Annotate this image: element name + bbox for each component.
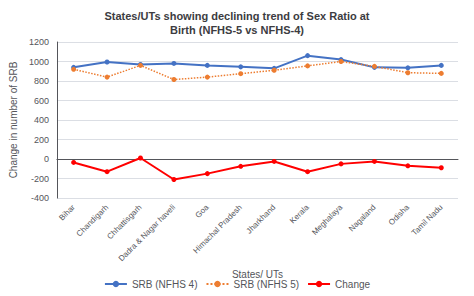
svg-text:Chandigarh: Chandigarh — [75, 203, 111, 239]
svg-text:1200: 1200 — [29, 37, 49, 47]
svg-text:Chhattisgarh: Chhattisgarh — [105, 202, 144, 242]
svg-text:States/ UTs: States/ UTs — [231, 269, 283, 281]
svg-text:States/UTs showing declining t: States/UTs showing declining trend of Se… — [104, 10, 369, 22]
svg-text:SRB (NFHS 4): SRB (NFHS 4) — [132, 279, 198, 290]
svg-text:Birth (NFHS-5 vs NFHS-4): Birth (NFHS-5 vs NFHS-4) — [170, 24, 304, 36]
svg-text:-400: -400 — [31, 193, 49, 203]
svg-text:1000: 1000 — [29, 57, 49, 67]
svg-text:Change in number of SRB: Change in number of SRB — [8, 61, 19, 178]
svg-text:Change: Change — [335, 279, 370, 290]
svg-text:SRB (NFHS 5): SRB (NFHS 5) — [233, 279, 299, 290]
svg-text:Dadra & Nagar haveli: Dadra & Nagar haveli — [117, 203, 178, 264]
svg-text:0: 0 — [44, 154, 49, 164]
svg-text:200: 200 — [34, 135, 49, 145]
svg-text:-200: -200 — [31, 174, 49, 184]
svg-text:800: 800 — [34, 76, 49, 86]
svg-text:400: 400 — [34, 115, 49, 125]
svg-text:Bihar: Bihar — [57, 203, 77, 223]
svg-text:Kerala: Kerala — [288, 202, 311, 225]
svg-text:Jharkhand: Jharkhand — [245, 203, 278, 236]
svg-text:Odisha: Odisha — [387, 202, 412, 227]
svg-text:Himachal Pradesh: Himachal Pradesh — [191, 203, 244, 256]
svg-text:Goa: Goa — [193, 202, 210, 219]
svg-text:Meghalaya: Meghalaya — [310, 202, 344, 236]
svg-text:Nagaland: Nagaland — [347, 203, 378, 234]
svg-text:600: 600 — [34, 96, 49, 106]
svg-text:Tamil Nadu: Tamil Nadu — [410, 203, 445, 238]
